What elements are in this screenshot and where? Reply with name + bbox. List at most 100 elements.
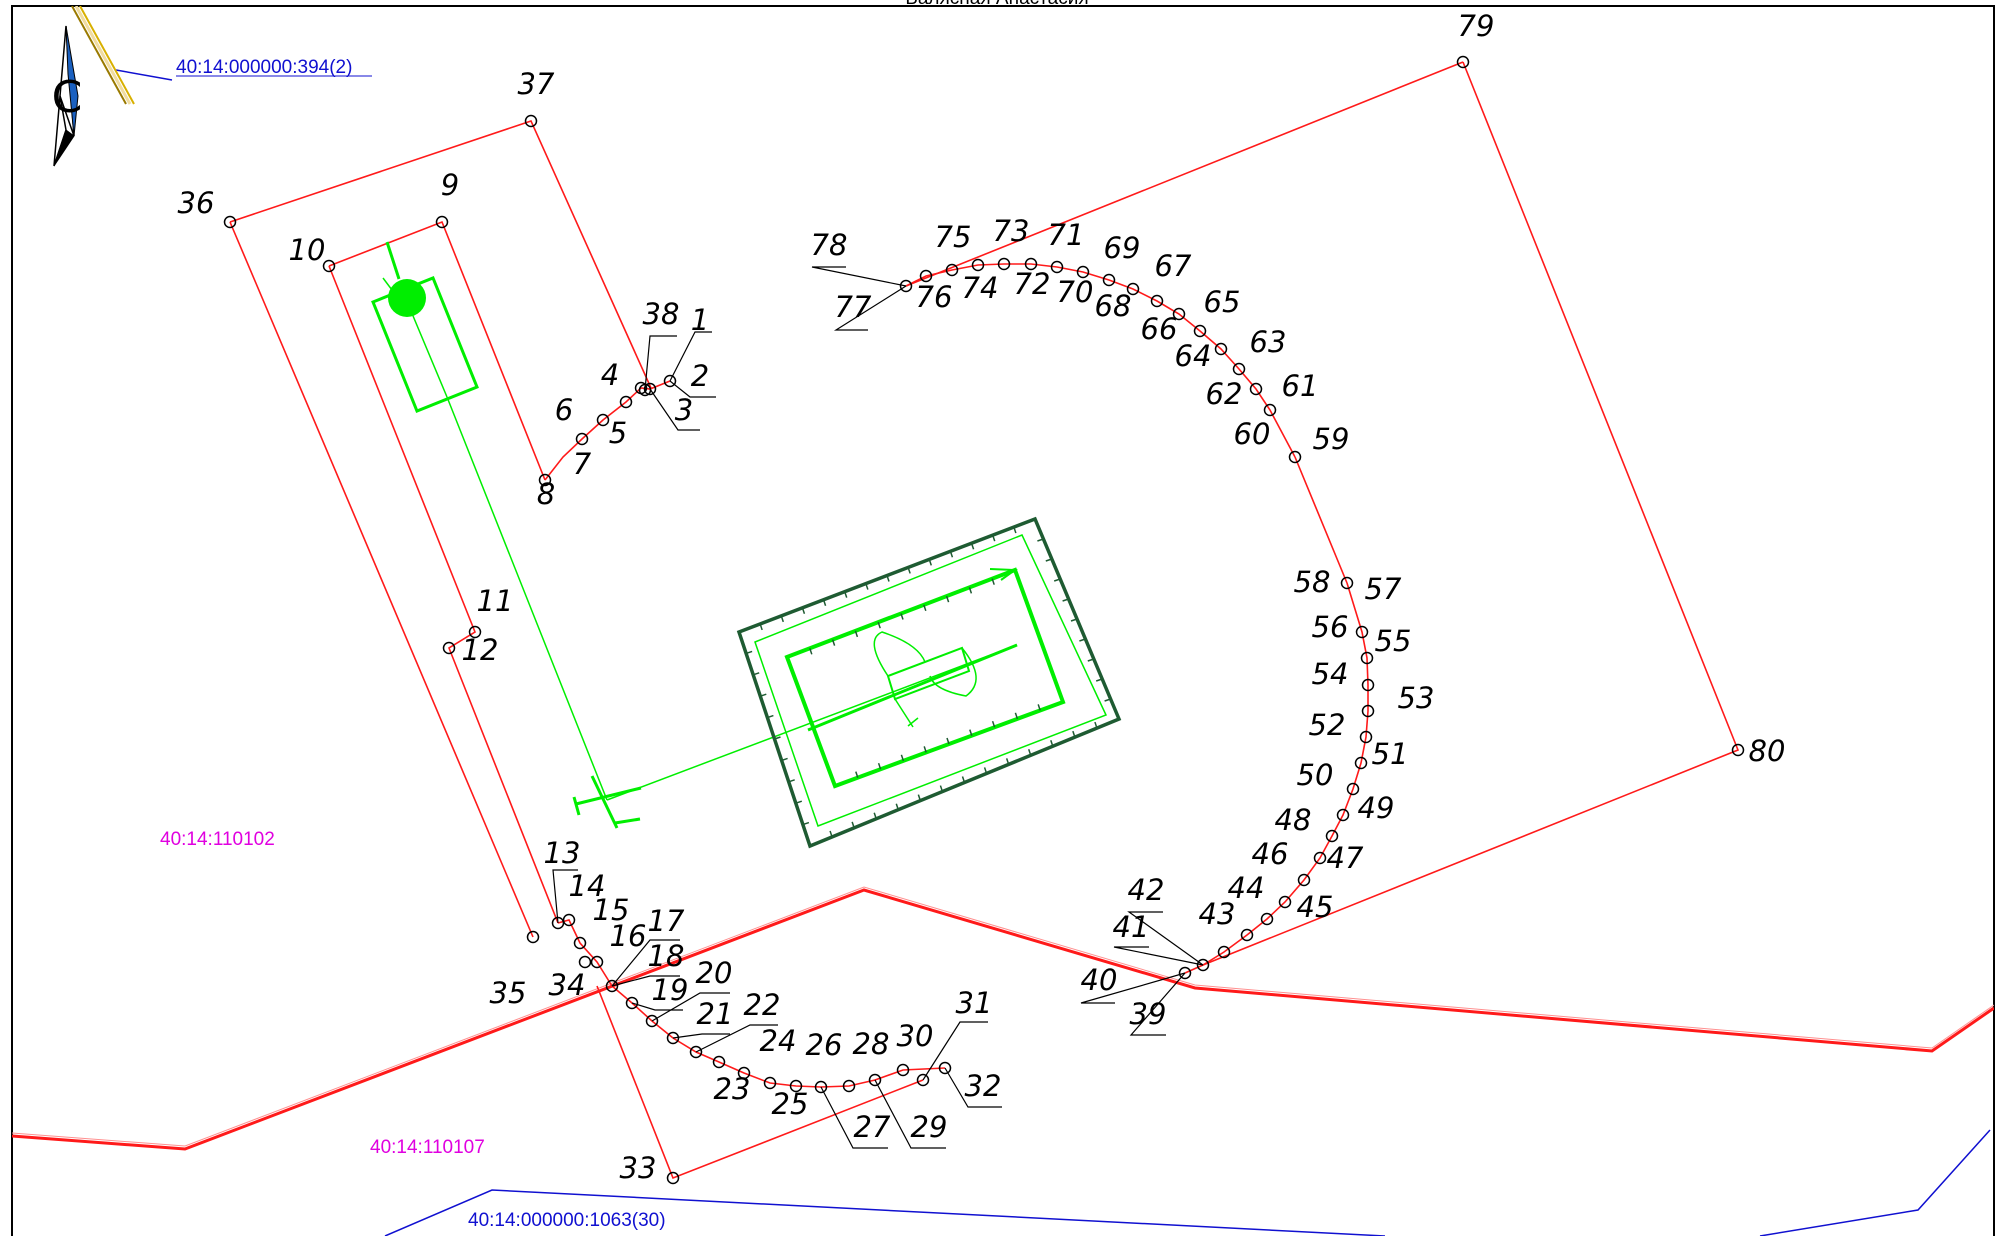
point-label-51: 51 [1372, 737, 1409, 771]
point-label-46: 46 [1252, 837, 1289, 871]
survey-point-marker [575, 432, 589, 446]
survey-point-marker [1360, 651, 1374, 665]
leader-lines [552, 266, 1204, 1149]
leader-13 [552, 869, 578, 924]
point-label-44: 44 [1228, 871, 1265, 905]
point-label-69: 69 [1104, 231, 1141, 265]
point-label-77: 77 [835, 290, 872, 324]
north-arrow-icon: С [52, 25, 82, 167]
point-label-70: 70 [1057, 275, 1094, 309]
survey-point-marker [842, 1079, 856, 1093]
survey-point-marker [1361, 678, 1375, 692]
survey-point-marker [596, 413, 610, 427]
survey-point-marker [896, 1063, 910, 1077]
point-label-27: 27 [854, 1110, 891, 1144]
leader-21 [672, 1033, 730, 1039]
survey-point-marker [712, 1055, 726, 1069]
survey-point-marker [1214, 342, 1228, 356]
parcel-394-leader [115, 69, 173, 81]
parcel-boundary-inner [328, 220, 546, 481]
point-label-37: 37 [518, 67, 555, 101]
survey-point-marker [1193, 324, 1207, 338]
survey-point-marker [789, 1079, 803, 1093]
survey-point-marker [1217, 945, 1231, 959]
point-label-66: 66 [1141, 312, 1178, 346]
point-label-60: 60 [1234, 417, 1271, 451]
leader-1 [669, 331, 712, 382]
point-label-35: 35 [490, 976, 527, 1010]
survey-point-marker [1249, 382, 1263, 396]
survey-point-marker [1731, 743, 1745, 757]
building-structure [736, 516, 1122, 849]
point-label-15: 15 [593, 893, 630, 927]
point-label-28: 28 [853, 1027, 890, 1061]
survey-point-marker [899, 279, 913, 293]
survey-point-marker [573, 936, 587, 950]
quarter-label-110102: 40:14:110102 [160, 829, 275, 850]
survey-point-marker [868, 1073, 882, 1087]
point-label-19: 19 [652, 973, 689, 1007]
parcel-boundary-west-left [229, 221, 534, 938]
leader-3 [649, 388, 700, 431]
leader-20 [651, 992, 730, 1022]
point-label-79: 79 [1458, 9, 1495, 43]
survey-point-marker [814, 1080, 828, 1094]
point-label-36: 36 [178, 186, 215, 220]
survey-point-marker [666, 1171, 680, 1185]
point-label-16: 16 [610, 919, 647, 953]
point-label-62: 62 [1206, 377, 1243, 411]
survey-point-marker [1178, 966, 1192, 980]
survey-point-marker [1050, 260, 1064, 274]
leader-27 [820, 1086, 888, 1149]
point-label-67: 67 [1155, 249, 1192, 283]
point-label-56: 56 [1312, 610, 1349, 644]
point-label-78: 78 [811, 228, 848, 262]
point-label-23: 23 [714, 1072, 751, 1106]
leader-42 [1127, 911, 1204, 966]
survey-point-marker [1240, 928, 1254, 942]
point-label-58: 58 [1294, 565, 1331, 599]
pipe-valve-symbol [572, 775, 642, 829]
quarter-boundary-line-inner [12, 886, 1994, 1147]
point-label-72: 72 [1014, 267, 1051, 301]
parcel-1063-boundary-right [1759, 1129, 1991, 1236]
point-label-20: 20 [696, 956, 733, 990]
point-label-59: 59 [1313, 422, 1350, 456]
point-label-17: 17 [648, 904, 685, 938]
leader-17 [611, 939, 680, 987]
survey-point-marker [1313, 851, 1327, 865]
survey-point-marker [763, 1076, 777, 1090]
point-label-34: 34 [549, 968, 586, 1002]
point-label-57: 57 [1365, 572, 1402, 606]
survey-point-marker [663, 374, 677, 388]
leader-77 [833, 285, 907, 331]
point-label-61: 61 [1282, 369, 1319, 403]
leader-2 [669, 380, 716, 398]
parcel-1063-boundary [384, 1189, 1386, 1236]
survey-point-marker [590, 955, 604, 969]
point-label-55: 55 [1375, 624, 1412, 658]
survey-point-marker [562, 913, 576, 927]
survey-point-marker [619, 395, 633, 409]
survey-point-marker [997, 257, 1011, 271]
survey-point-marker [643, 382, 657, 396]
point-label-54: 54 [1312, 657, 1349, 691]
point-label-68: 68 [1095, 289, 1132, 323]
point-label-53: 53 [1398, 681, 1435, 715]
point-label-49: 49 [1358, 791, 1395, 825]
map-frame [11, 5, 1995, 1236]
point-label-24: 24 [760, 1024, 797, 1058]
survey-point-marker [1355, 625, 1369, 639]
leader-40 [1080, 972, 1186, 1004]
point-label-2: 2 [691, 359, 709, 393]
parcel-boundary-small-arc [544, 380, 671, 481]
point-label-39: 39 [1130, 997, 1167, 1031]
parcel-label-394: 40:14:000000:394(2) [176, 57, 352, 78]
point-label-47: 47 [1327, 841, 1364, 875]
survey-point-marker [971, 258, 985, 272]
survey-point-marker [666, 1031, 680, 1045]
point-label-75: 75 [935, 220, 972, 254]
point-label-21: 21 [697, 997, 734, 1031]
point-label-48: 48 [1275, 803, 1312, 837]
